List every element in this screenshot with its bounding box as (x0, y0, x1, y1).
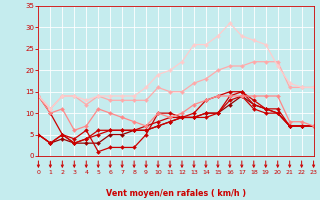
X-axis label: Vent moyen/en rafales ( km/h ): Vent moyen/en rafales ( km/h ) (106, 189, 246, 198)
